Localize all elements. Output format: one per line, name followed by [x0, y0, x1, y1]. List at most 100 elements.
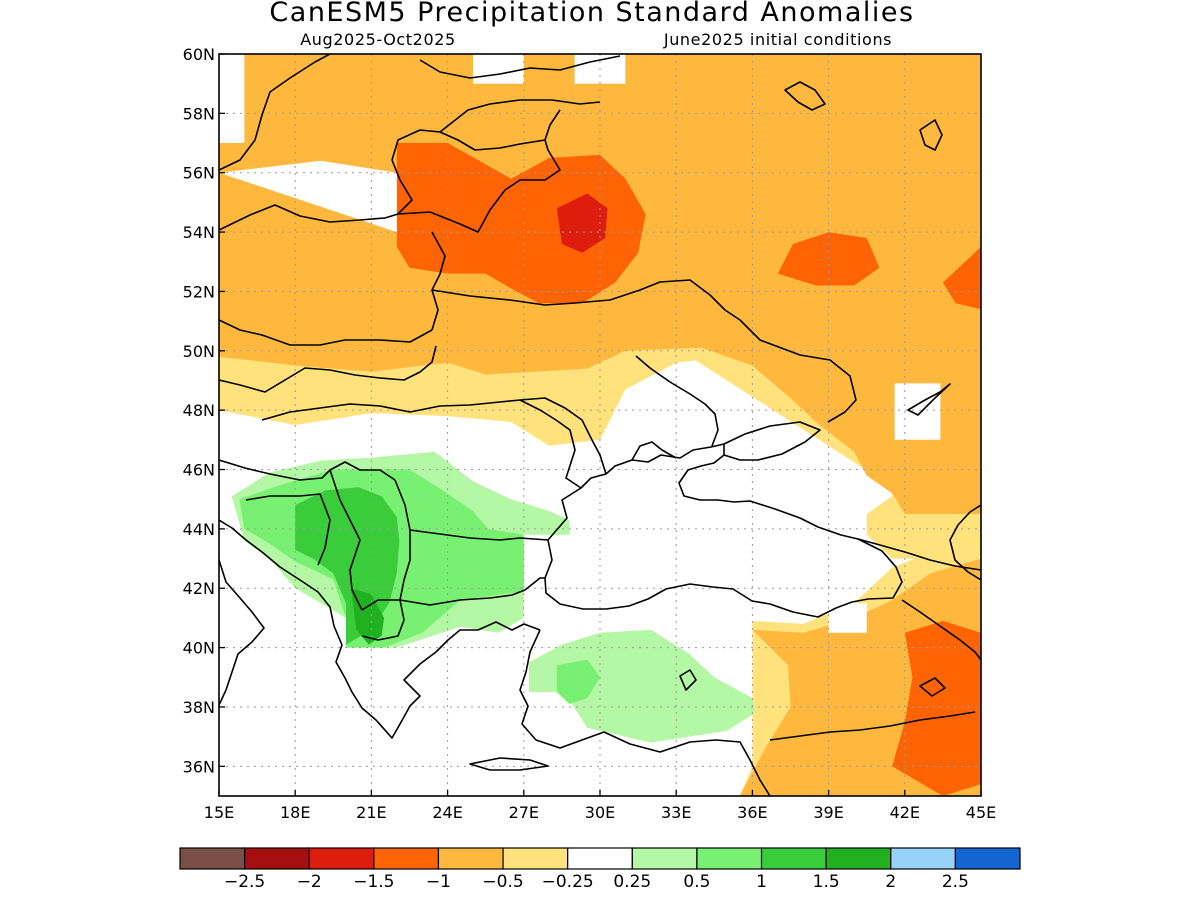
anomaly-region-3-1 [396, 143, 646, 304]
border-turkey-east [901, 599, 981, 661]
lake-onega [784, 81, 826, 111]
adriatic-east-coast [219, 519, 346, 679]
greece-coast [344, 621, 541, 739]
finland-coast [419, 55, 621, 79]
baltic-south-coast [219, 109, 561, 231]
colorbar-swatch [437, 847, 504, 870]
colorbar-label: 0.25 [613, 872, 651, 892]
border-russia-ukraine [739, 319, 857, 423]
anomaly-region-4-1 [556, 193, 608, 253]
lat-tick-label: 46N [183, 461, 215, 480]
lon-tick-label: 21E [356, 803, 386, 822]
lon-tick-label: 27E [509, 803, 539, 822]
lon-tick-label: 45E [966, 803, 996, 822]
colorbar-swatch [760, 847, 827, 870]
lat-tick-label: 56N [183, 164, 215, 183]
sea-of-azov-coast [723, 421, 821, 461]
colorbar-swatch [244, 847, 310, 870]
anomaly-region-9-1 [351, 588, 385, 645]
colorbar: −2.5 −2 −1.5 −1 −0.5 −0.25 0.25 0.5 1 1.5 2 2.5 [179, 847, 1021, 892]
lat-tick-label: 60N [183, 45, 215, 64]
crimea-coast [631, 441, 677, 461]
lon-tick-label: 39E [813, 803, 843, 822]
anomaly-fields [219, 54, 981, 796]
anomaly-level-4 [556, 193, 608, 253]
colorbar-label: −1 [426, 872, 451, 892]
lake-van [919, 677, 946, 697]
border-bulgaria-south [399, 577, 545, 606]
colorbar-swatch [631, 847, 698, 870]
colorbar-swatch [179, 847, 246, 870]
lon-tick-label: 15E [204, 803, 234, 822]
forecast-period: Aug2025-Oct2025 [300, 30, 456, 49]
border-hungary [219, 345, 437, 393]
colorbar-swatch [308, 847, 375, 870]
lon-tick-label: 42E [890, 803, 920, 822]
lon-tick-label: 33E [661, 803, 691, 822]
anomaly-region-3-3 [942, 246, 981, 310]
colorbar-swatch [696, 847, 763, 870]
lat-tick-label: 38N [183, 698, 215, 717]
latitude-axis: 60N 58N 56N 54N 52N 50N 48N 46N 44N 42N 40N 38N 36N [183, 45, 225, 776]
dnieper-river [635, 355, 719, 447]
colorbar-swatch [502, 847, 569, 870]
colorbar-label: 0.5 [683, 872, 710, 892]
lat-tick-label: 52N [183, 282, 215, 301]
colorbar-label: 1.5 [813, 872, 840, 892]
border-croatia-serbia [219, 459, 396, 481]
tsimlyansk-reservoir [907, 383, 951, 416]
colorbar-label: −0.5 [482, 872, 523, 892]
anomaly-level-9 [351, 588, 385, 645]
graticule [219, 54, 981, 796]
anomaly-region-5-5 [894, 383, 941, 440]
border-bosnia [245, 493, 331, 566]
anomaly-region-5-1 [219, 54, 245, 143]
turkey-south-coast [581, 731, 771, 796]
colorbar-swatch [567, 847, 633, 870]
lon-tick-label: 36E [737, 803, 767, 822]
border-danube-bulgaria [409, 529, 549, 541]
lat-tick-label: 42N [183, 579, 215, 598]
colorbar-label: 2 [885, 872, 896, 892]
anomaly-region-3-4 [892, 620, 981, 796]
crete-coast [469, 757, 549, 771]
border-poland-belarus [431, 231, 446, 331]
colorbar-label: −0.25 [542, 872, 594, 892]
border-macedonia [361, 599, 405, 641]
colorbar-swatch [890, 847, 956, 870]
border-baltics [397, 139, 561, 233]
turkey-aegean-coast [519, 629, 583, 749]
border-serbia [329, 469, 363, 611]
anomaly-region-6-2 [528, 629, 755, 743]
lat-tick-label: 48N [183, 401, 215, 420]
black-sea-coast [544, 443, 903, 618]
lat-tick-label: 44N [183, 520, 215, 539]
lat-tick-label: 50N [183, 342, 215, 361]
border-central-europe [219, 319, 433, 346]
colorbar-swatch [825, 847, 892, 870]
lat-tick-label: 36N [183, 757, 215, 776]
lat-tick-label: 40N [183, 639, 215, 658]
border-caucasus [857, 538, 981, 571]
rybinsk-reservoir [919, 119, 943, 151]
lon-tick-label: 24E [432, 803, 462, 822]
anomaly-level-3 [396, 143, 981, 796]
anomaly-region-5-6 [828, 603, 867, 633]
colorbar-swatch [954, 847, 1021, 870]
colorbar-swatch [373, 847, 440, 870]
caspian-coast [949, 504, 981, 581]
lat-tick-label: 54N [183, 223, 215, 242]
cyprus-coast [679, 669, 697, 691]
anomaly-region-5-2 [219, 160, 397, 233]
lon-tick-label: 18E [280, 803, 310, 822]
colorbar-label: −2.5 [224, 872, 265, 892]
anomaly-region-7-2 [556, 659, 600, 704]
colorbar-label: −2 [297, 872, 322, 892]
gulf-of-finland-coast [439, 99, 601, 133]
colorbar-label: −1.5 [353, 872, 394, 892]
border-turkey-syria [769, 711, 976, 741]
lat-tick-label: 58N [183, 104, 215, 123]
longitude-axis: 15E 18E 21E 24E 27E 30E 33E 36E 39E 42E 45E [204, 790, 996, 822]
anomaly-region-5-3 [473, 54, 524, 84]
